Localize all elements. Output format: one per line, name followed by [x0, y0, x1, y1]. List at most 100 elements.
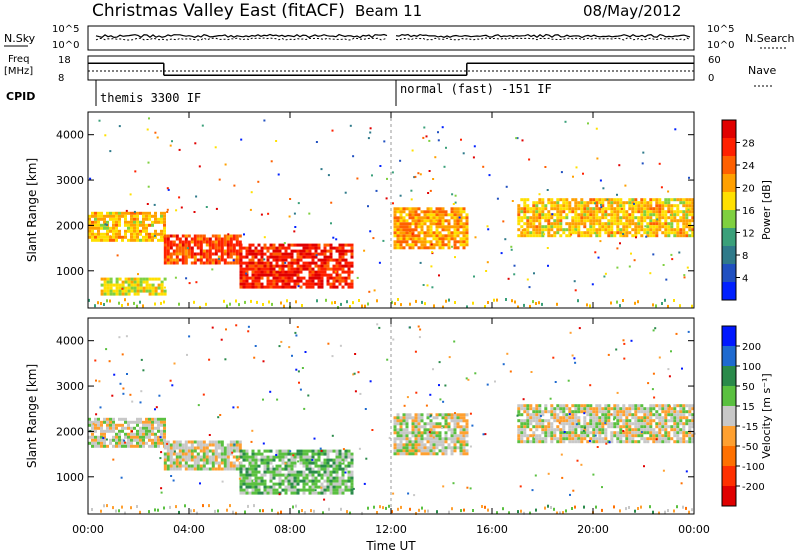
echo-cell-0-3	[308, 270, 312, 274]
echo-cell-0-2	[190, 255, 194, 259]
echo-cell-1-3	[456, 425, 460, 429]
echo-cell-1-4	[592, 434, 596, 438]
echo-cell-0-3	[323, 273, 327, 277]
echo-cell-1-0	[130, 435, 133, 439]
speckle-cell-0	[496, 197, 499, 200]
echo-cell-1-2	[332, 461, 336, 465]
echo-cell-1-3	[402, 449, 406, 453]
echo-cell-0-5	[535, 225, 539, 229]
speckle-cell-0	[297, 285, 300, 288]
speckle-cell-0	[441, 126, 444, 129]
echo-cell-1-4	[625, 440, 629, 444]
echo-cell-1-1	[235, 458, 239, 462]
echo-cell-0-5	[631, 234, 635, 238]
echo-cell-0-3	[341, 270, 345, 274]
echo-cell-1-4	[682, 440, 686, 444]
speckle-cell-1	[408, 326, 411, 329]
echo-cell-1-1	[211, 461, 215, 465]
echo-cell-0-5	[649, 213, 653, 217]
echo-cell-0-5	[613, 213, 617, 217]
echo-cell-1-2	[260, 461, 264, 465]
echo-cell-0-3	[350, 264, 354, 268]
echo-cell-0-5	[568, 225, 572, 229]
echo-cell-0-5	[529, 225, 533, 229]
echo-cell-1-4	[670, 410, 674, 414]
echo-cell-1-4	[691, 431, 695, 435]
echo-cell-0-2	[172, 240, 176, 244]
echo-cell-1-4	[568, 431, 572, 435]
echo-cell-1-3	[441, 443, 445, 447]
echo-cell-1-4	[607, 410, 611, 414]
echo-cell-1-2	[266, 488, 270, 492]
echo-cell-1-4	[547, 422, 551, 426]
echo-cell-0-5	[529, 231, 533, 235]
echo-cell-0-4	[423, 219, 427, 223]
echo-cell-0-3	[254, 261, 258, 265]
speckle-cell-1	[607, 353, 610, 356]
echo-cell-0-0	[112, 232, 115, 236]
echo-cell-0-5	[637, 204, 641, 208]
ground-cell-1	[451, 507, 453, 511]
echo-cell-1-2	[275, 473, 279, 477]
echo-cell-1-4	[520, 428, 524, 432]
echo-cell-0-5	[640, 225, 644, 229]
echo-cell-1-2	[245, 485, 249, 489]
speckle-cell-0	[425, 135, 428, 138]
echo-cell-0-3	[281, 246, 285, 250]
echo-cell-0-3	[290, 249, 294, 253]
echo-cell-0-3	[302, 255, 306, 259]
speckle-cell-0	[596, 157, 599, 160]
speckle-cell-0	[485, 270, 488, 272]
ground-cell-0	[673, 299, 675, 302]
echo-cell-1-0	[100, 435, 103, 439]
echo-cell-1-1	[163, 440, 167, 444]
echo-cell-0-5	[610, 231, 614, 235]
echo-cell-1-2	[245, 458, 249, 462]
echo-cell-1-0	[133, 426, 136, 430]
echo-cell-0-5	[655, 231, 659, 235]
speckle-cell-1	[467, 378, 470, 381]
speckle-cell-0	[288, 215, 291, 218]
speckle-cell-1	[219, 414, 222, 416]
echo-cell-0-5	[532, 234, 536, 238]
speckle-cell-0	[118, 125, 121, 128]
echo-cell-0-0	[142, 211, 145, 215]
echo-cell-0-3	[341, 243, 345, 247]
echo-cell-1-4	[634, 425, 638, 429]
echo-cell-0-2	[205, 255, 209, 259]
echo-cell-0-4	[408, 246, 412, 250]
echo-cell-0-4	[426, 216, 430, 220]
echo-cell-0-5	[637, 201, 641, 205]
echo-cell-0-2	[163, 243, 167, 247]
ground-cell-0	[691, 304, 693, 308]
echo-cell-1-4	[595, 428, 599, 432]
echo-cell-0-3	[311, 258, 315, 262]
echo-cell-0-3	[338, 276, 342, 280]
ground-cell-0	[136, 304, 138, 308]
echo-cell-1-2	[302, 488, 306, 492]
echo-cell-0-3	[263, 246, 267, 250]
echo-cell-1-4	[646, 413, 650, 417]
echo-cell-0-1	[118, 286, 122, 290]
echo-cell-0-4	[465, 243, 469, 247]
echo-cell-0-5	[682, 204, 686, 208]
speckle-cell-0	[233, 184, 236, 187]
echo-cell-1-4	[571, 416, 575, 420]
echo-cell-1-3	[462, 452, 466, 456]
echo-cell-1-2	[242, 455, 246, 459]
ground-cell-1	[190, 509, 192, 513]
echo-cell-1-0	[154, 438, 157, 442]
echo-cell-1-4	[676, 428, 680, 432]
echo-cell-0-4	[408, 225, 412, 229]
ground-cell-0	[619, 304, 621, 308]
echo-cell-0-5	[580, 201, 584, 205]
velocity-cbar-swatch	[722, 326, 736, 347]
echo-cell-1-4	[658, 431, 662, 435]
ground-cell-0	[514, 300, 516, 304]
echo-cell-0-5	[538, 225, 542, 229]
echo-cell-1-4	[616, 419, 620, 423]
echo-cell-1-3	[456, 416, 460, 420]
speckle-cell-1	[94, 359, 97, 362]
echo-cell-1-4	[544, 437, 548, 441]
echo-cell-0-2	[217, 258, 221, 262]
